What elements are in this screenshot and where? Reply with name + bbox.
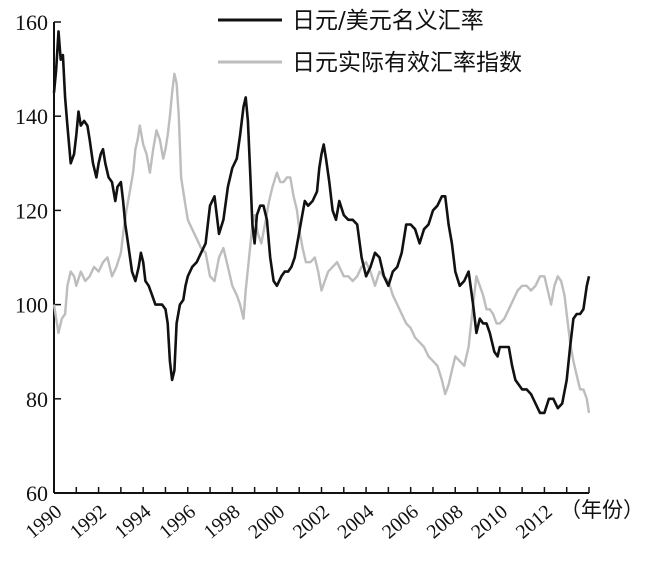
x-axis-ticks: 1990 1992 1994 1996 1998 2000 2002 2004 2006 2008… (21, 487, 590, 544)
x-tick-label: 1992 (66, 501, 111, 544)
x-tick-label: 2012 (512, 501, 557, 544)
series-line-real-effective-index (52, 72, 591, 414)
y-tick-label: 160 (15, 10, 48, 35)
x-tick-label: 1998 (200, 501, 245, 544)
x-tick-label: 2006 (378, 501, 423, 544)
legend-label: 日元/美元名义汇率 (292, 8, 484, 34)
x-tick-label: 2008 (423, 501, 468, 544)
y-tick-label: 140 (15, 104, 48, 129)
x-tick-label: 1990 (21, 501, 66, 544)
series-line-nominal-rate (52, 30, 591, 415)
y-tick-label: 100 (15, 293, 48, 318)
series-lines (52, 30, 591, 415)
x-tick-label: 2004 (334, 501, 379, 544)
x-tick-label: 2002 (289, 501, 334, 544)
y-tick-label: 80 (26, 387, 48, 412)
x-axis-unit-label: （年份） (560, 498, 644, 522)
x-tick-label: 2000 (244, 501, 289, 544)
x-tick-label: 1994 (111, 501, 156, 544)
x-tick-label: 1996 (155, 501, 200, 544)
y-tick-label: 120 (15, 198, 48, 223)
y-tick-label: 60 (26, 481, 48, 506)
legend-label: 日元实际有效汇率指数 (292, 50, 522, 76)
x-tick-label: 2010 (467, 501, 512, 544)
y-axis-ticks: 60 80 100 120 140 160 (15, 10, 61, 506)
axes (53, 22, 589, 494)
